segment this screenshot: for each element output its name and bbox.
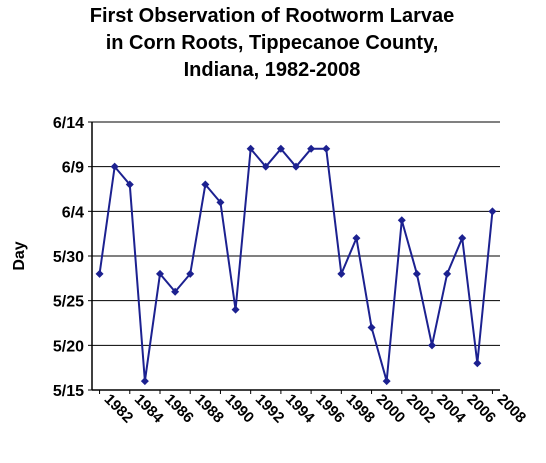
y-tick-label: 5/30 bbox=[53, 249, 84, 266]
point-marker bbox=[171, 287, 180, 296]
x-tick-label: 1996 bbox=[312, 391, 348, 427]
y-tick-label: 6/4 bbox=[62, 204, 84, 221]
point-marker bbox=[125, 180, 134, 189]
point-marker bbox=[292, 162, 300, 171]
x-tick-label: 2002 bbox=[403, 391, 439, 427]
chart-title: First Observation of Rootworm Larvae bbox=[90, 5, 455, 27]
point-marker bbox=[307, 144, 316, 153]
point-marker bbox=[201, 180, 210, 189]
y-tick-label: 5/20 bbox=[53, 338, 84, 355]
y-tick-label: 5/15 bbox=[53, 383, 84, 400]
y-tick-label: 6/9 bbox=[62, 160, 84, 177]
x-tick-label: 1992 bbox=[252, 391, 288, 427]
x-tick-label: 1986 bbox=[161, 391, 197, 427]
point-marker bbox=[140, 377, 149, 386]
x-tick-label: 1984 bbox=[131, 391, 167, 427]
point-marker bbox=[352, 234, 361, 243]
y-tick-label: 5/25 bbox=[53, 294, 84, 311]
point-marker bbox=[367, 323, 376, 332]
point-marker bbox=[428, 341, 436, 350]
point-marker bbox=[322, 144, 331, 153]
x-tick-label: 1988 bbox=[191, 391, 227, 427]
point-marker bbox=[110, 162, 119, 171]
point-marker bbox=[231, 305, 240, 314]
x-tick-label: 1998 bbox=[343, 391, 379, 427]
y-axis-label: Day bbox=[11, 241, 28, 270]
point-marker bbox=[488, 207, 497, 216]
point-marker bbox=[276, 144, 285, 153]
chart-title: Indiana, 1982-2008 bbox=[184, 59, 361, 81]
point-marker bbox=[397, 216, 406, 225]
x-tick-label: 1994 bbox=[282, 391, 318, 427]
x-tick-label: 2008 bbox=[494, 391, 530, 427]
x-tick-label: 1990 bbox=[222, 391, 258, 427]
point-marker bbox=[216, 198, 225, 207]
x-tick-label: 2006 bbox=[463, 391, 499, 427]
point-marker bbox=[412, 269, 421, 278]
point-marker bbox=[246, 144, 255, 153]
point-marker bbox=[382, 377, 391, 386]
y-tick-label: 6/14 bbox=[53, 115, 84, 132]
point-marker bbox=[458, 234, 467, 243]
point-marker bbox=[337, 269, 346, 278]
point-marker bbox=[186, 269, 195, 278]
point-marker bbox=[443, 269, 452, 278]
point-marker bbox=[95, 269, 104, 278]
x-tick-label: 1982 bbox=[101, 391, 137, 427]
point-marker bbox=[261, 162, 270, 171]
point-marker bbox=[156, 269, 164, 278]
point-marker bbox=[473, 359, 482, 368]
x-tick-label: 2004 bbox=[433, 391, 469, 427]
chart-title: in Corn Roots, Tippecanoe County, bbox=[106, 32, 439, 54]
x-tick-label: 2000 bbox=[373, 391, 409, 427]
